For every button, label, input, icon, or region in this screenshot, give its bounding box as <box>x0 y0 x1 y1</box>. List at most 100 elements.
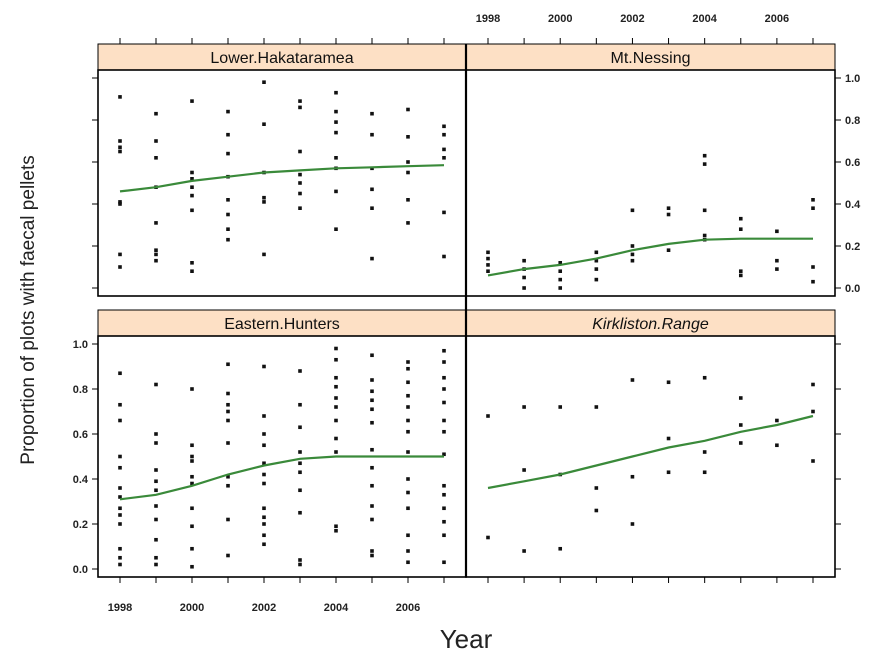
data-point <box>630 252 635 257</box>
data-point <box>738 441 743 445</box>
y-axis-title: Proportion of plots with faecal pellets <box>18 155 39 464</box>
data-point <box>190 459 194 463</box>
data-point <box>630 474 635 479</box>
data-point <box>370 483 374 488</box>
data-point <box>486 535 490 540</box>
data-point <box>442 418 446 423</box>
data-point <box>154 555 158 560</box>
data-point <box>666 436 671 441</box>
data-point <box>738 227 743 231</box>
data-point <box>298 369 302 373</box>
data-point <box>702 375 707 380</box>
y-tick-label: 0.0 <box>845 283 860 295</box>
data-point <box>154 432 158 436</box>
panel-strip-label: Mt.Nessing <box>610 50 690 67</box>
data-point <box>154 139 158 143</box>
data-point <box>334 418 338 423</box>
data-point <box>630 522 635 526</box>
data-point <box>558 546 563 551</box>
data-point <box>118 506 122 511</box>
data-point <box>811 409 815 414</box>
data-point <box>442 452 446 457</box>
data-point <box>190 170 194 175</box>
data-point <box>442 124 446 129</box>
data-point <box>118 465 122 470</box>
data-point <box>702 153 707 158</box>
data-point <box>118 418 122 423</box>
data-point <box>334 524 338 529</box>
data-point <box>154 537 158 542</box>
data-point <box>406 405 410 409</box>
data-point <box>334 109 338 114</box>
panel-frame <box>465 69 836 297</box>
data-point <box>738 269 743 273</box>
data-point <box>298 425 302 430</box>
data-point <box>442 132 446 137</box>
data-point <box>190 193 194 198</box>
data-point <box>558 277 563 282</box>
x-tick-label: 2006 <box>396 602 420 614</box>
data-point <box>118 495 122 499</box>
data-point <box>406 418 410 423</box>
data-point <box>262 122 266 126</box>
data-point <box>298 206 302 210</box>
x-tick-label: 1998 <box>108 602 132 614</box>
data-point <box>226 237 230 242</box>
data-point <box>775 229 779 234</box>
data-point <box>226 132 230 137</box>
panel-strip-label: Eastern.Hunters <box>224 316 340 333</box>
y-tick-label: 0.8 <box>845 115 860 127</box>
y-tick-label: 1.0 <box>845 73 860 85</box>
data-point <box>558 261 563 265</box>
data-point <box>406 221 410 225</box>
data-point <box>226 409 230 414</box>
data-point <box>118 454 122 459</box>
y-tick-label: 0.6 <box>73 429 88 441</box>
y-tick-label: 0.8 <box>73 384 88 396</box>
data-point <box>522 405 526 409</box>
data-point <box>442 360 446 364</box>
data-point <box>702 450 707 454</box>
data-point <box>406 506 410 511</box>
data-point <box>118 546 122 551</box>
data-point <box>334 450 338 454</box>
data-point <box>370 465 374 470</box>
data-point <box>118 522 122 526</box>
panel-lower-hakataramea: Lower.Hakataramea <box>97 43 467 297</box>
smooth-line <box>487 414 814 490</box>
data-point <box>334 130 338 135</box>
data-point <box>370 187 374 192</box>
data-point <box>298 558 302 562</box>
data-point <box>522 468 526 472</box>
data-point <box>406 533 410 538</box>
data-point <box>154 382 158 387</box>
data-point <box>298 461 302 466</box>
data-point <box>370 407 374 412</box>
data-point <box>370 553 374 558</box>
data-point <box>406 360 410 364</box>
panel-mt-nessing: Mt.Nessing <box>465 43 836 297</box>
data-point <box>226 402 230 407</box>
data-point <box>190 261 194 265</box>
data-point <box>334 120 338 124</box>
y-tick-label: 0.0 <box>73 564 88 576</box>
data-point <box>226 418 230 423</box>
panel-strip-label: Kirkliston.Range <box>592 316 709 333</box>
y-tick-label: 0.4 <box>845 199 861 211</box>
data-point <box>190 387 194 391</box>
data-point <box>154 258 158 263</box>
data-point <box>118 149 122 154</box>
data-point <box>118 562 122 567</box>
data-point <box>190 474 194 479</box>
data-point <box>811 206 815 210</box>
data-point <box>370 353 374 358</box>
data-point <box>406 170 410 175</box>
data-point <box>262 522 266 526</box>
data-point <box>630 378 635 382</box>
data-point <box>262 515 266 520</box>
data-point <box>370 132 374 137</box>
data-point <box>154 111 158 116</box>
data-point <box>522 286 526 290</box>
data-point <box>442 506 446 511</box>
